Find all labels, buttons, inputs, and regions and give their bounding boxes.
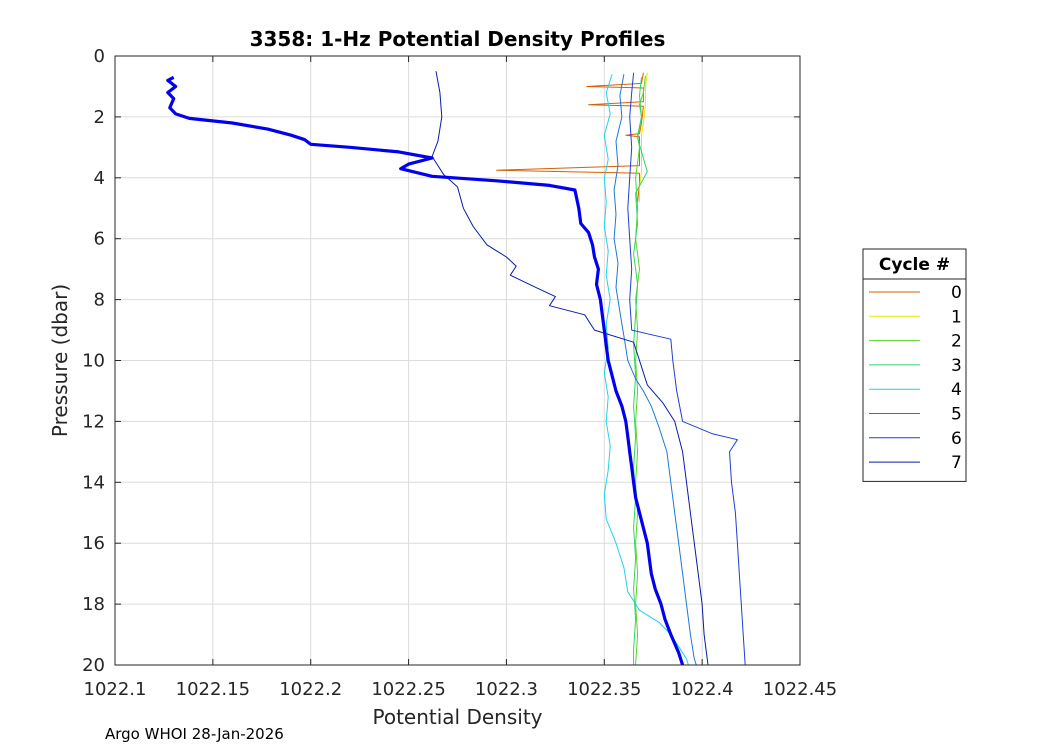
- y-tick-label: 14: [82, 472, 105, 493]
- series-line-7: [431, 71, 709, 665]
- legend-label-7: 7: [951, 453, 962, 473]
- y-tick-label: 6: [94, 229, 105, 250]
- y-tick-label: 0: [94, 46, 105, 67]
- x-tick-label: 1022.45: [763, 679, 837, 700]
- series-line-4: [603, 74, 689, 665]
- legend-title: Cycle #: [879, 255, 950, 275]
- legend-label-6: 6: [951, 429, 962, 449]
- series-line-3: [633, 77, 648, 665]
- x-tick-label: 1022.25: [371, 679, 445, 700]
- y-axis-label: Pressure (dbar): [48, 284, 72, 437]
- legend-label-3: 3: [951, 356, 962, 376]
- x-axis-label: Potential Density: [372, 705, 542, 729]
- series-line-5: [613, 74, 697, 665]
- series-line-highlight: [166, 75, 685, 665]
- x-tick-label: 1022.3: [475, 679, 538, 700]
- x-tick-label: 1022.2: [279, 679, 342, 700]
- legend-label-2: 2: [951, 332, 962, 352]
- legend-label-4: 4: [951, 380, 962, 400]
- legend-label-5: 5: [951, 405, 962, 425]
- legend-items: 0 1 2 3 4 5 6 7: [869, 283, 962, 473]
- x-tick-label: 1022.15: [176, 679, 250, 700]
- y-tick-label: 10: [82, 351, 105, 372]
- y-tick-label: 8: [94, 290, 105, 311]
- footer-credit: Argo WHOI 28-Jan-2026: [105, 725, 284, 743]
- y-tick-label: 2: [94, 107, 105, 128]
- chart-title: 3358: 1-Hz Potential Density Profiles: [250, 27, 666, 51]
- series-line-1: [639, 72, 648, 203]
- series-lines: [166, 71, 746, 665]
- y-tick-label: 4: [94, 168, 105, 189]
- x-tick-label: 1022.35: [567, 679, 641, 700]
- axis-ticks: 1022.1 1022.15 1022.2 1022.25 1022.3 1022.35 1…: [82, 46, 837, 700]
- x-tick-label: 1022.4: [671, 679, 734, 700]
- y-tick-label: 16: [82, 533, 105, 554]
- series-line-0: [496, 72, 644, 203]
- y-tick-label: 18: [82, 594, 105, 615]
- series-line-6: [627, 72, 746, 665]
- x-tick-label: 1022.1: [84, 679, 147, 700]
- y-tick-label: 20: [82, 655, 105, 676]
- legend-label-0: 0: [951, 283, 962, 303]
- y-tick-label: 12: [82, 411, 105, 432]
- legend-label-1: 1: [951, 307, 962, 327]
- legend: Cycle # 0 1 2 3 4 5 6 7: [862, 248, 967, 482]
